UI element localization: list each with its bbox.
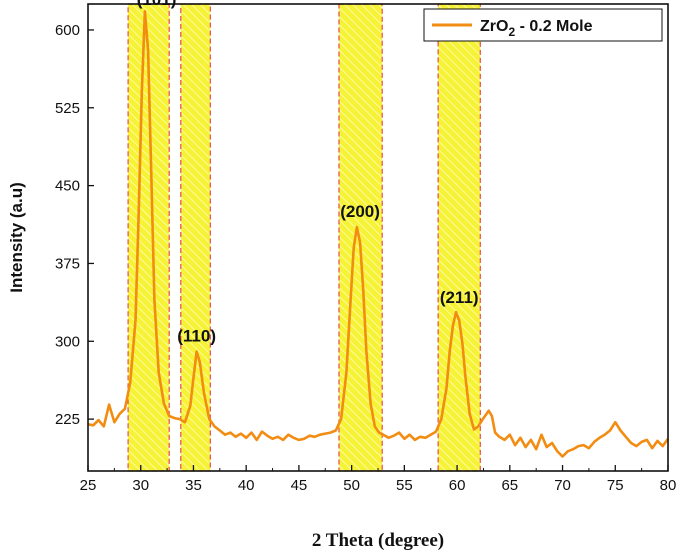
- legend-label-rest: - 0.2 Mole: [515, 18, 592, 35]
- legend-label-subscript: 2: [508, 25, 515, 39]
- y-tick-label: 525: [55, 100, 80, 117]
- x-tick-label: 70: [554, 477, 571, 494]
- x-tick-label: 35: [185, 477, 202, 494]
- x-tick-label: 55: [396, 477, 413, 494]
- y-tick-label: 300: [55, 333, 80, 350]
- x-tick-label: 25: [80, 477, 97, 494]
- x-tick-label: 60: [449, 477, 466, 494]
- peak-label-2: (110): [177, 326, 216, 345]
- x-axis-title: 2 Theta (degree): [312, 530, 444, 551]
- highlight-bands: [127, 3, 481, 472]
- x-tick-label: 65: [501, 477, 518, 494]
- highlight-band-3: [338, 3, 383, 472]
- x-tick-label: 45: [291, 477, 308, 494]
- y-axis: 225 300 375 450 525 600: [55, 22, 94, 428]
- y-axis-title: Intensity (a.u): [7, 182, 26, 293]
- highlight-band-2: [180, 3, 211, 472]
- peak-label-4: (211): [440, 288, 479, 307]
- legend-entry: ZrO2 - 0.2 Mole: [480, 18, 593, 39]
- x-axis: 25 30 35 40 45 50 55 60 65 70 75 80: [80, 465, 677, 494]
- y-tick-label: 375: [55, 255, 80, 272]
- y-tick-label: 450: [55, 178, 80, 195]
- legend-label-main: ZrO: [480, 18, 508, 35]
- peak-label-3: (200): [340, 202, 380, 221]
- y-tick-label: 225: [55, 411, 80, 428]
- x-tick-label: 80: [660, 477, 677, 494]
- x-tick-label: 75: [607, 477, 624, 494]
- series-layer: [87, 10, 670, 458]
- y-tick-label: 600: [55, 22, 80, 39]
- x-tick-label: 50: [343, 477, 360, 494]
- x-tick-label: 30: [132, 477, 149, 494]
- x-tick-label: 40: [238, 477, 255, 494]
- series-line-1: [87, 10, 670, 458]
- legend: ZrO2 - 0.2 Mole: [423, 8, 663, 42]
